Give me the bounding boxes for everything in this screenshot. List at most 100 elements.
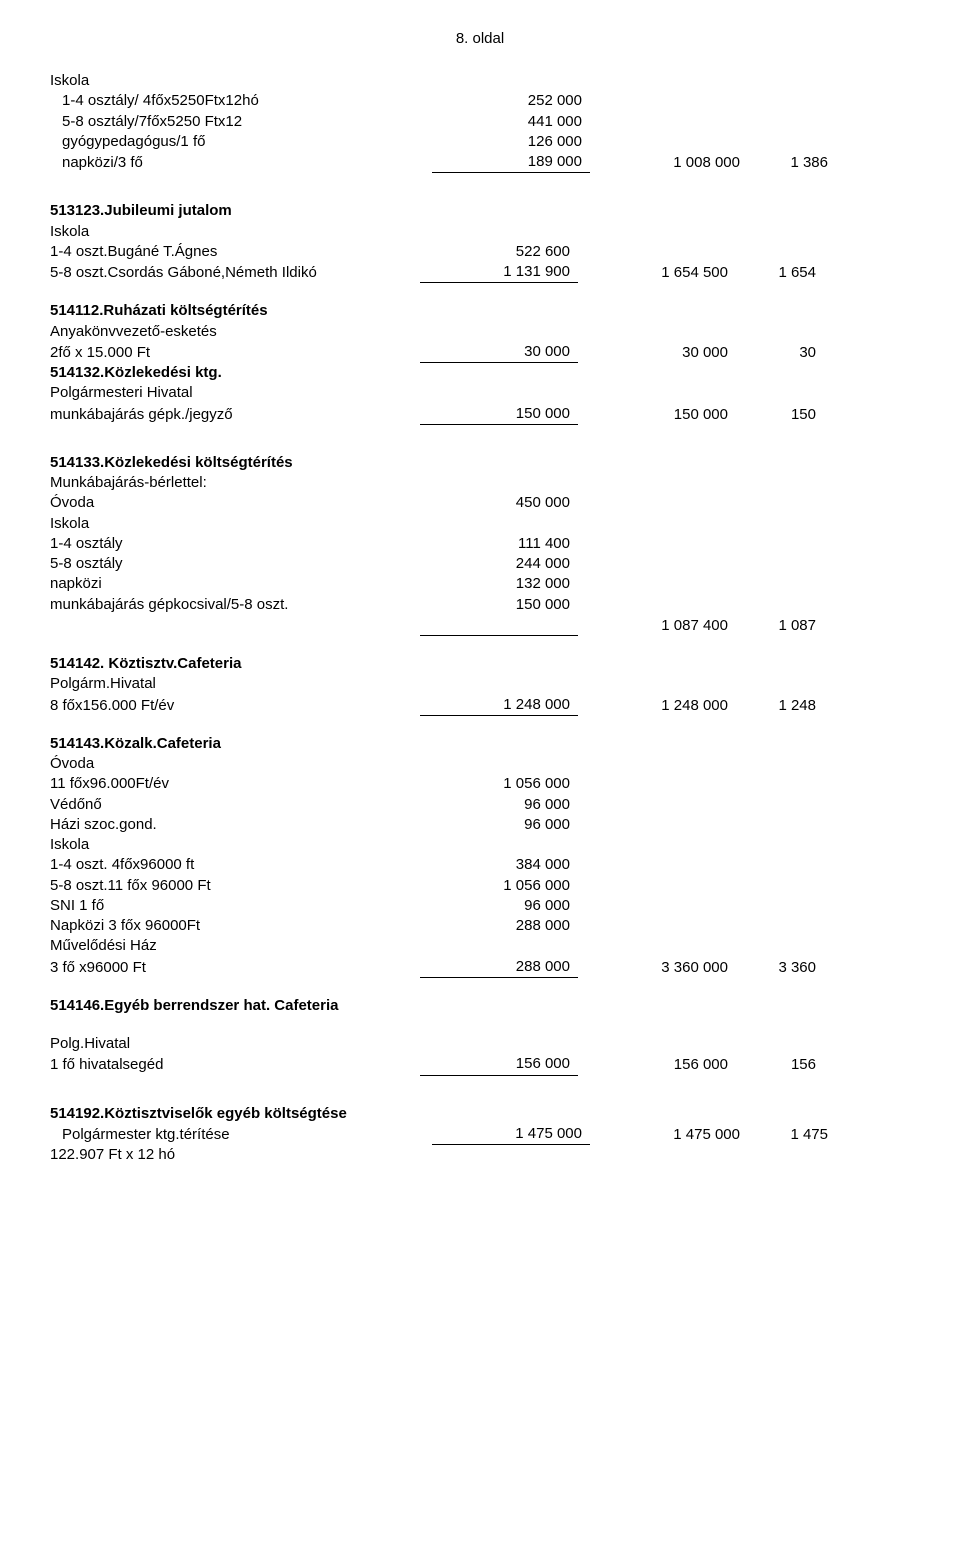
label: Polg.Hivatal bbox=[50, 1034, 420, 1054]
line-item: 8 főx156.000 Ft/év 1 248 000 1 248 000 1… bbox=[50, 695, 910, 716]
label: 1-4 osztály/ 4főx5250Ftx12hó bbox=[50, 91, 432, 111]
value-col1: 150 000 bbox=[420, 595, 578, 615]
value-col1: 244 000 bbox=[420, 554, 578, 574]
label: Iskola bbox=[50, 514, 420, 534]
label: Védőnő bbox=[50, 795, 420, 815]
label: Házi szoc.gond. bbox=[50, 815, 420, 835]
line-item: munkábajárás gépk./jegyző 150 000 150 00… bbox=[50, 404, 910, 425]
value-col3: 1 386 bbox=[748, 153, 828, 173]
line-item: 1-4 osztály 111 400 bbox=[50, 534, 910, 554]
section-title: 513123.Jubileumi jutalom bbox=[50, 201, 420, 221]
section-title-iskola: Iskola bbox=[50, 71, 910, 91]
section-514112: 514112.Ruházati költségtérítés bbox=[50, 301, 910, 321]
value-col2: 1 475 000 bbox=[590, 1125, 748, 1145]
label: Művelődési Ház bbox=[50, 936, 420, 956]
value-col3: 1 475 bbox=[748, 1125, 828, 1145]
line-item: 5-8 oszt.Csordás Gáboné,Németh Ildikó 1 … bbox=[50, 262, 910, 283]
section-title: 514132.Közlekedési ktg. bbox=[50, 363, 420, 383]
line-item: Polgármesteri Hivatal bbox=[50, 383, 910, 403]
section-title: 514133.Közlekedési költségtérítés bbox=[50, 453, 420, 473]
label: 1-4 oszt.Bugáné T.Ágnes bbox=[50, 242, 420, 262]
section-513123: 513123.Jubileumi jutalom bbox=[50, 201, 910, 221]
section-514146: 514146.Egyéb berrendszer hat. Cafeteria bbox=[50, 996, 910, 1016]
value-col1: 132 000 bbox=[420, 574, 578, 594]
value-col1 bbox=[420, 615, 578, 636]
line-item: 1-4 osztály/ 4főx5250Ftx12hó 252 000 bbox=[50, 91, 910, 111]
label: 5-8 osztály bbox=[50, 554, 420, 574]
section-514142: 514142. Köztisztv.Cafeteria bbox=[50, 654, 910, 674]
value-col1: 96 000 bbox=[420, 815, 578, 835]
value-col1: 522 600 bbox=[420, 242, 578, 262]
label: 1 fő hivatalsegéd bbox=[50, 1055, 420, 1075]
value-col2: 1 008 000 bbox=[590, 153, 748, 173]
line-item: 5-8 osztály 244 000 bbox=[50, 554, 910, 574]
value-col1: 111 400 bbox=[420, 534, 578, 554]
value-col1: 450 000 bbox=[420, 493, 578, 513]
line-item: Művelődési Ház bbox=[50, 936, 910, 956]
value-col3: 150 bbox=[736, 405, 816, 425]
label: Óvoda bbox=[50, 493, 420, 513]
line-item: Óvoda bbox=[50, 754, 910, 774]
label: 8 főx156.000 Ft/év bbox=[50, 696, 420, 716]
label: Iskola bbox=[50, 222, 420, 242]
line-item: Polgárm.Hivatal bbox=[50, 674, 910, 694]
line-item: Polg.Hivatal bbox=[50, 1034, 910, 1054]
line-item: Házi szoc.gond. 96 000 bbox=[50, 815, 910, 835]
label: Munkábajárás-bérlettel: bbox=[50, 473, 420, 493]
value-col1: 1 056 000 bbox=[420, 876, 578, 896]
value-col2: 1 654 500 bbox=[578, 263, 736, 283]
line-item: Iskola bbox=[50, 835, 910, 855]
label: Napközi 3 főx 96000Ft bbox=[50, 916, 420, 936]
label: gyógypedagógus/1 fő bbox=[50, 132, 432, 152]
line-item: SNI 1 fő 96 000 bbox=[50, 896, 910, 916]
value-col3: 156 bbox=[736, 1055, 816, 1075]
label: munkábajárás gépkocsival/5-8 oszt. bbox=[50, 595, 420, 615]
line-item: Napközi 3 főx 96000Ft 288 000 bbox=[50, 916, 910, 936]
line-item: Iskola bbox=[50, 222, 910, 242]
value-col1: 384 000 bbox=[420, 855, 578, 875]
section-title: 514112.Ruházati költségtérítés bbox=[50, 301, 420, 321]
section-514133: 514133.Közlekedési költségtérítés bbox=[50, 453, 910, 473]
line-item: 1-4 oszt.Bugáné T.Ágnes 522 600 bbox=[50, 242, 910, 262]
value-col2: 150 000 bbox=[578, 405, 736, 425]
line-item: 122.907 Ft x 12 hó bbox=[50, 1145, 910, 1165]
label: SNI 1 fő bbox=[50, 896, 420, 916]
section-514143: 514143.Közalk.Cafeteria bbox=[50, 734, 910, 754]
label: 3 fő x96000 Ft bbox=[50, 958, 420, 978]
label: 11 főx96.000Ft/év bbox=[50, 774, 420, 794]
value-col2: 30 000 bbox=[578, 343, 736, 363]
value-col3: 30 bbox=[736, 343, 816, 363]
label: napközi bbox=[50, 574, 420, 594]
line-item: Óvoda 450 000 bbox=[50, 493, 910, 513]
page-container: 8. oldal Iskola 1-4 osztály/ 4főx5250Ftx… bbox=[0, 0, 960, 1215]
value-col3: 1 087 bbox=[736, 616, 816, 636]
label: 2fő x 15.000 Ft bbox=[50, 343, 420, 363]
value-col1: 96 000 bbox=[420, 896, 578, 916]
value-col1: 288 000 bbox=[420, 957, 578, 978]
label: napközi/3 fő bbox=[50, 153, 432, 173]
value-col1: 96 000 bbox=[420, 795, 578, 815]
line-item: 1 087 400 1 087 bbox=[50, 615, 910, 636]
value-col1: 150 000 bbox=[420, 404, 578, 425]
value-col1: 1 248 000 bbox=[420, 695, 578, 716]
label: 5-8 osztály/7főx5250 Ftx12 bbox=[50, 112, 432, 132]
line-item: gyógypedagógus/1 fő 126 000 bbox=[50, 132, 910, 152]
value-col2: 1 248 000 bbox=[578, 696, 736, 716]
section-title: 514142. Köztisztv.Cafeteria bbox=[50, 654, 420, 674]
label: 1-4 oszt. 4főx96000 ft bbox=[50, 855, 420, 875]
value-col1: 441 000 bbox=[432, 112, 590, 132]
line-item: Iskola bbox=[50, 514, 910, 534]
value-col1: 30 000 bbox=[420, 342, 578, 363]
label: 122.907 Ft x 12 hó bbox=[50, 1145, 420, 1165]
line-item: 1-4 oszt. 4főx96000 ft 384 000 bbox=[50, 855, 910, 875]
line-item: napközi/3 fő 189 000 1 008 000 1 386 bbox=[50, 152, 910, 173]
value-col1: 156 000 bbox=[420, 1054, 578, 1075]
label: Iskola bbox=[50, 835, 420, 855]
line-item: munkábajárás gépkocsival/5-8 oszt. 150 0… bbox=[50, 595, 910, 615]
value-col1: 126 000 bbox=[432, 132, 590, 152]
line-item: Polgármester ktg.térítése 1 475 000 1 47… bbox=[50, 1124, 910, 1145]
value-col3: 1 654 bbox=[736, 263, 816, 283]
section-514192: 514192.Köztisztviselők egyéb költségtése bbox=[50, 1104, 910, 1124]
value-col2: 3 360 000 bbox=[578, 958, 736, 978]
label: Óvoda bbox=[50, 754, 420, 774]
